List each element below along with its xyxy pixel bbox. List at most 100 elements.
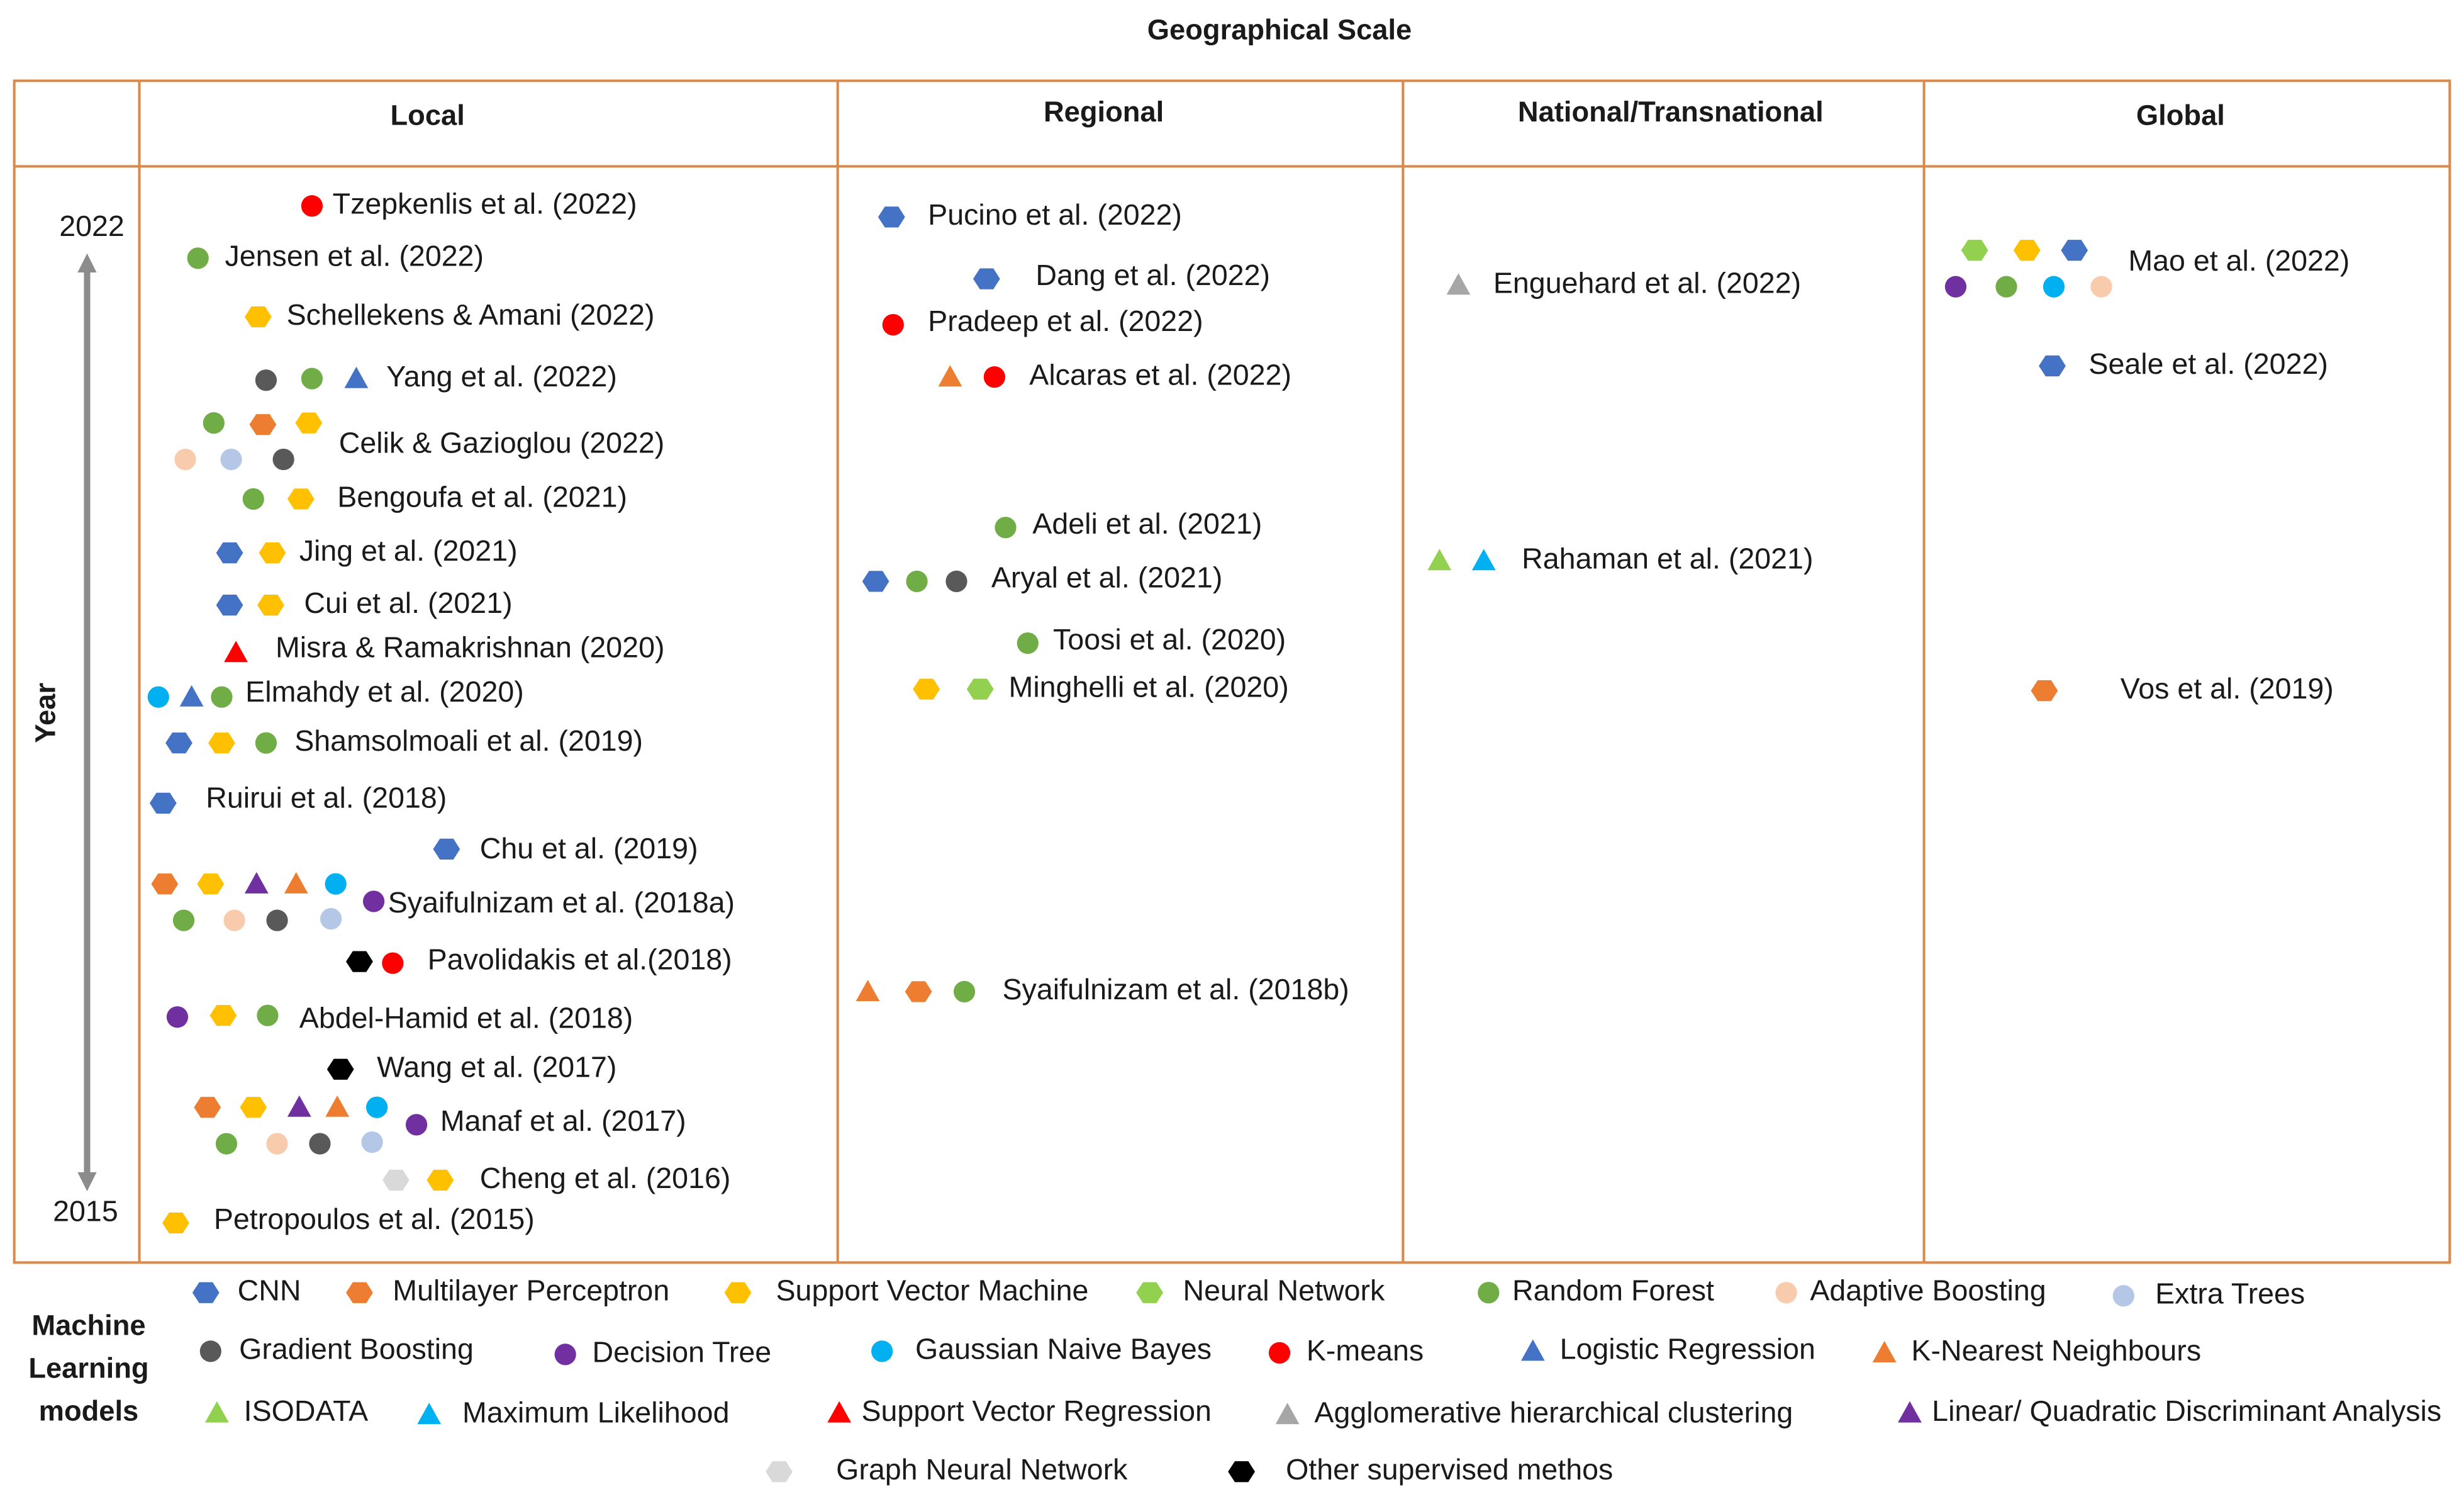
model-marker (259, 542, 286, 564)
model-marker (1775, 1282, 1797, 1304)
legend-label: Neural Network (1183, 1274, 1385, 1307)
legend-label: K-Nearest Neighbours (1911, 1334, 2201, 1367)
model-marker (240, 1097, 267, 1118)
legend-label: Multilayer Perceptron (393, 1274, 669, 1307)
model-marker (172, 909, 195, 931)
study-label: Abdel-Hamid et al. (2018) (299, 1002, 633, 1034)
study-label: Rahaman et al. (2021) (1522, 542, 1813, 575)
model-marker (220, 448, 242, 471)
study-label: Chu et al. (2019) (480, 832, 698, 865)
model-marker (266, 1133, 288, 1155)
legend-label: Extra Trees (2155, 1277, 2305, 1310)
model-marker (165, 732, 192, 754)
study-label: Manaf et al. (2017) (440, 1104, 686, 1137)
legend-label: Gaussian Naive Bayes (915, 1333, 1212, 1365)
legend-label: Random Forest (1512, 1274, 1714, 1307)
model-marker (272, 448, 294, 471)
model-marker (1944, 276, 1967, 298)
model-marker (906, 570, 928, 593)
model-marker (433, 838, 460, 860)
legend-label: ISODATA (244, 1394, 368, 1427)
model-marker (554, 1343, 576, 1365)
model-marker (187, 247, 209, 269)
study-label: Jing et al. (2021) (299, 534, 518, 567)
model-marker (862, 571, 889, 592)
year-label: Year (29, 683, 61, 743)
model-marker (362, 890, 385, 912)
model-marker (966, 678, 994, 700)
model-marker (204, 1401, 229, 1423)
model-marker (953, 980, 976, 1003)
model-marker (945, 570, 967, 593)
model-marker (382, 1169, 410, 1191)
model-marker (2061, 240, 2088, 261)
model-marker (257, 595, 284, 616)
model-marker (882, 313, 904, 336)
model-marker (295, 412, 323, 434)
model-marker (149, 792, 177, 814)
legend-label: Support Vector Regression (861, 1394, 1211, 1427)
arrow-head (77, 1172, 97, 1192)
model-marker (2090, 276, 2112, 298)
model-marker (417, 1403, 442, 1425)
model-marker (1446, 273, 1471, 295)
study-label: Bengoufa et al. (2021) (337, 480, 627, 513)
study-label: Elmahdy et al. (2020) (245, 675, 524, 708)
model-marker (287, 488, 315, 510)
model-marker (1471, 549, 1496, 571)
table-border (13, 79, 2451, 1264)
model-marker (1520, 1339, 1545, 1361)
model-marker (192, 1282, 220, 1303)
study-label: Alcaras et al. (2022) (1029, 358, 1291, 391)
model-marker (1017, 632, 1039, 654)
model-marker (346, 951, 373, 972)
model-marker (2039, 355, 2066, 377)
model-marker (878, 206, 905, 228)
study-label: Celik & Gazioglou (2022) (339, 427, 665, 459)
year-end: 2015 (53, 1195, 118, 1228)
year-start: 2022 (59, 210, 125, 242)
model-marker (224, 641, 248, 663)
study-label: Cui et al. (2021) (304, 586, 512, 619)
model-marker (162, 1212, 189, 1234)
model-marker (301, 195, 323, 217)
model-marker (871, 1340, 893, 1362)
model-marker (257, 1004, 279, 1026)
model-marker (1427, 549, 1452, 571)
legend-label: Logistic Regression (1560, 1333, 1815, 1365)
legend-label: CNN (238, 1274, 301, 1307)
model-marker (983, 366, 1006, 388)
study-label: Pavolidakis et al.(2018) (428, 943, 732, 975)
model-marker (366, 1096, 388, 1118)
legend-title: Learning (28, 1352, 148, 1384)
study-label: Aryal et al. (2021) (991, 561, 1222, 594)
legend-label: Graph Neural Network (836, 1453, 1128, 1486)
model-marker (203, 412, 225, 434)
model-marker (1872, 1341, 1897, 1363)
model-marker (244, 306, 272, 328)
model-marker (1961, 240, 1988, 261)
model-marker (197, 873, 225, 895)
study-label: Adeli et al. (2021) (1032, 507, 1262, 540)
model-marker (1228, 1461, 1256, 1483)
study-label: Mao et al. (2022) (2128, 244, 2350, 277)
legend-label: Linear/ Quadratic Discriminant Analysis (1932, 1394, 2441, 1427)
model-marker (199, 1340, 221, 1362)
model-marker (344, 366, 369, 388)
model-marker (995, 517, 1017, 539)
study-label: Shamsolmoali et al. (2019) (294, 724, 643, 757)
study-label: Seale et al. (2022) (2088, 347, 2328, 380)
model-marker (856, 980, 880, 1002)
model-marker (913, 678, 940, 700)
model-marker (249, 414, 277, 435)
column-header: Global (2136, 99, 2225, 131)
model-marker (724, 1282, 752, 1303)
model-marker (215, 1133, 238, 1155)
model-marker (320, 908, 342, 930)
model-marker (216, 542, 243, 564)
model-marker (426, 1169, 454, 1191)
study-label: Schellekens & Amani (2022) (287, 298, 655, 331)
model-marker (244, 872, 269, 894)
model-marker (287, 1095, 311, 1117)
